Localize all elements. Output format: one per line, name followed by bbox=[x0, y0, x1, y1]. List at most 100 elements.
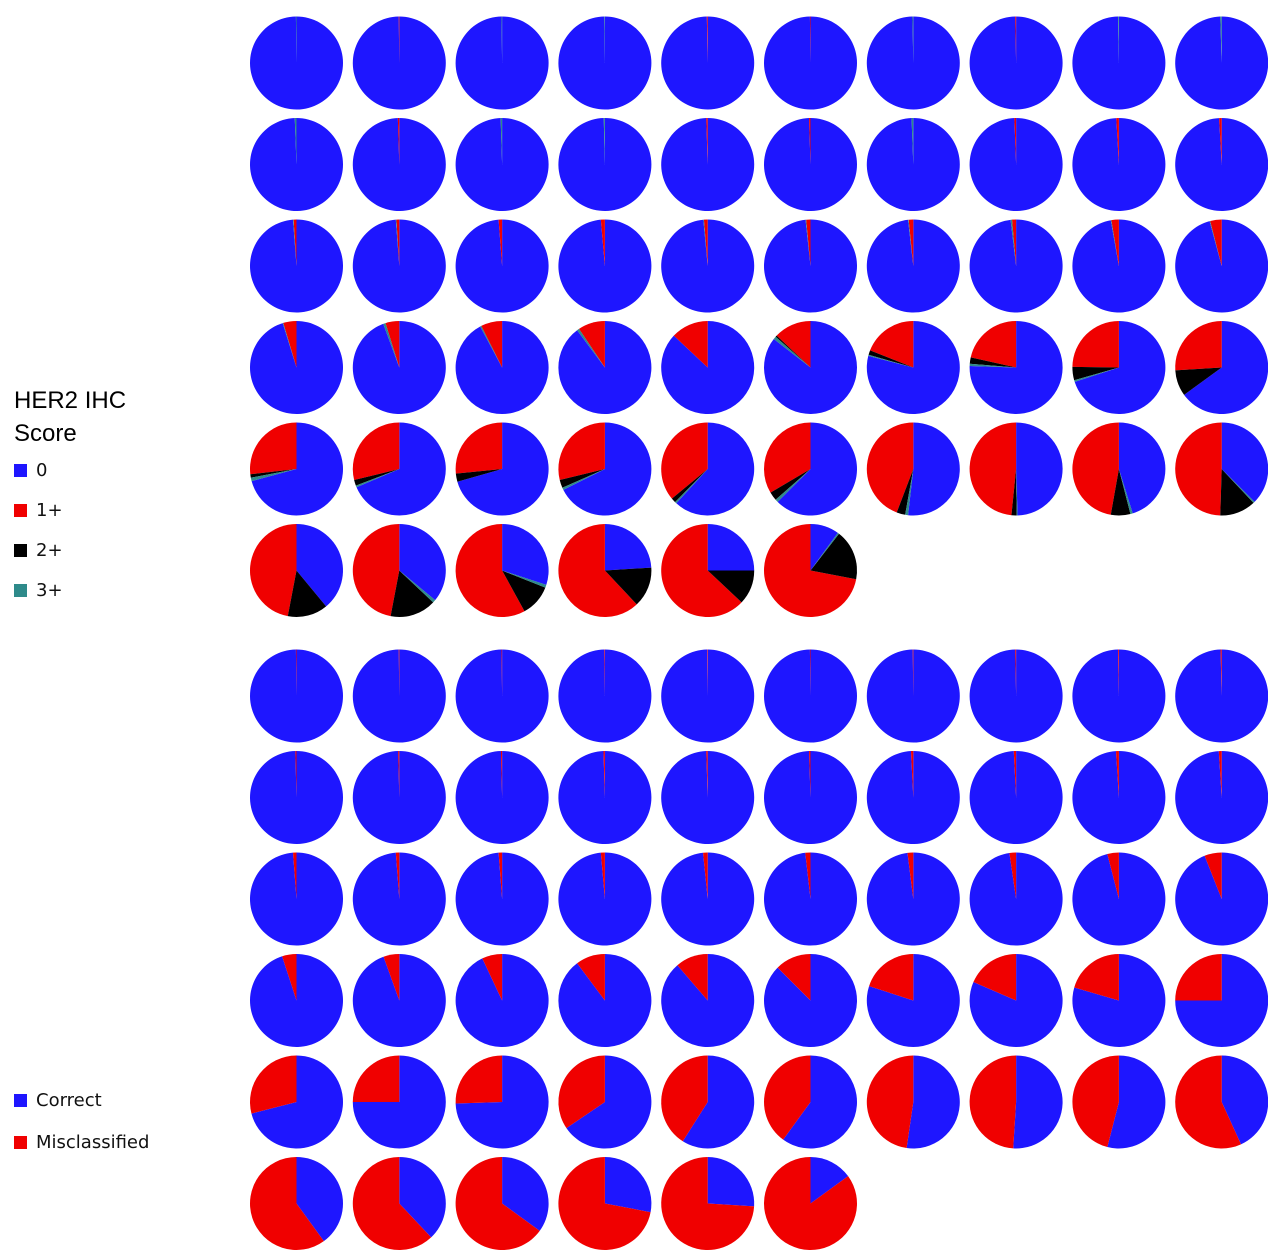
slice-correct bbox=[1072, 751, 1166, 844]
slice-1plus bbox=[673, 321, 708, 368]
pie-accuracy-12 bbox=[352, 751, 446, 844]
slice-2plus bbox=[559, 469, 605, 488]
pie-accuracy-54 bbox=[558, 1157, 652, 1250]
pie-score-53 bbox=[455, 524, 549, 617]
slice-1plus bbox=[706, 16, 708, 63]
slice-0 bbox=[1072, 118, 1166, 211]
pie-accuracy-43 bbox=[455, 1055, 549, 1149]
slice-misclassified bbox=[455, 1157, 540, 1250]
pie-accuracy-29 bbox=[1072, 852, 1166, 946]
slice-misclassified bbox=[907, 852, 914, 899]
slice-1plus bbox=[809, 118, 811, 165]
slice-misclassified bbox=[910, 751, 914, 798]
pie-score-54 bbox=[558, 524, 652, 617]
slice-correct bbox=[558, 649, 652, 743]
pie-score-18 bbox=[969, 118, 1063, 211]
slice-1plus bbox=[1111, 219, 1119, 266]
slice-3plus bbox=[912, 16, 914, 63]
slice-0 bbox=[455, 118, 549, 211]
pie-accuracy-46 bbox=[764, 1055, 858, 1149]
pie-accuracy-47 bbox=[866, 1055, 960, 1149]
legend-label-2plus: 2+ bbox=[36, 539, 63, 561]
slice-misclassified bbox=[398, 751, 400, 798]
pie-score-3 bbox=[455, 16, 549, 110]
slice-3plus bbox=[295, 16, 297, 63]
slice-3plus bbox=[905, 469, 914, 516]
slice-misclassified bbox=[1118, 649, 1119, 696]
slice-0 bbox=[1175, 16, 1268, 110]
pie-accuracy-1 bbox=[250, 649, 344, 743]
slice-0 bbox=[1016, 422, 1063, 516]
pie-score-8 bbox=[969, 16, 1063, 110]
pie-score-51 bbox=[250, 524, 344, 617]
slice-3plus bbox=[773, 336, 811, 368]
slice-misclassified bbox=[282, 954, 297, 1001]
pie-accuracy-26 bbox=[763, 852, 857, 946]
slice-0 bbox=[908, 422, 960, 516]
slice-1plus bbox=[1015, 16, 1017, 63]
slice-correct bbox=[604, 1157, 652, 1213]
slice-0 bbox=[777, 422, 858, 516]
slice-1plus bbox=[1175, 321, 1222, 371]
slice-3plus bbox=[604, 16, 605, 63]
pie-score-27 bbox=[866, 219, 960, 313]
slice-misclassified bbox=[500, 751, 503, 798]
slice-2plus bbox=[502, 570, 546, 612]
slice-2plus bbox=[604, 567, 652, 605]
pie-score-9 bbox=[1072, 16, 1166, 110]
slice-0 bbox=[558, 321, 652, 414]
slice-3plus bbox=[908, 219, 914, 266]
slice-misclassified bbox=[764, 1157, 857, 1250]
pie-score-30 bbox=[1175, 219, 1268, 313]
pie-accuracy-13 bbox=[455, 750, 549, 844]
slice-0 bbox=[1221, 422, 1268, 502]
slice-3plus bbox=[969, 363, 1017, 368]
slice-misclassified bbox=[1220, 649, 1222, 696]
slice-3plus bbox=[282, 322, 297, 368]
slice-1plus bbox=[250, 524, 297, 617]
pie-score-49 bbox=[1072, 422, 1166, 516]
pie-accuracy-52 bbox=[352, 1157, 446, 1250]
slice-correct bbox=[250, 953, 344, 1047]
slice-correct bbox=[455, 954, 549, 1047]
slice-3plus bbox=[603, 118, 605, 165]
slice-0 bbox=[661, 16, 755, 110]
slice-3plus bbox=[1010, 219, 1017, 266]
slice-0 bbox=[250, 118, 344, 211]
slice-3plus bbox=[911, 118, 914, 165]
slice-3plus bbox=[1209, 220, 1222, 266]
pie-accuracy-45 bbox=[661, 1055, 755, 1149]
slice-1plus bbox=[397, 118, 400, 165]
slice-misclassified bbox=[706, 751, 708, 798]
pie-accuracy-32 bbox=[352, 953, 446, 1048]
pie-score-5 bbox=[661, 16, 755, 110]
slice-correct bbox=[764, 751, 858, 844]
accuracy-legend: Correct Misclassified bbox=[14, 1079, 149, 1163]
pie-accuracy-27 bbox=[866, 852, 960, 946]
legend-label-misclassified: Misclassified bbox=[36, 1131, 150, 1153]
slice-misclassified bbox=[498, 852, 503, 899]
slice-0 bbox=[1184, 321, 1268, 414]
slice-correct bbox=[707, 1157, 755, 1207]
slice-misclassified bbox=[600, 852, 605, 899]
pie-score-33 bbox=[455, 321, 549, 414]
slice-misclassified bbox=[249, 1055, 297, 1114]
pie-score-56 bbox=[763, 524, 857, 618]
slice-1plus bbox=[970, 321, 1017, 368]
slice-0 bbox=[455, 16, 549, 110]
pie-accuracy-41 bbox=[249, 1055, 343, 1149]
pie-accuracy-6 bbox=[764, 649, 858, 743]
slice-1plus bbox=[385, 321, 400, 368]
pie-accuracy-5 bbox=[661, 649, 755, 743]
slice-0 bbox=[250, 16, 344, 110]
slice-2plus bbox=[770, 469, 811, 500]
slice-correct bbox=[296, 1157, 343, 1242]
slice-misclassified bbox=[661, 1055, 708, 1142]
slice-3plus bbox=[250, 469, 297, 482]
slice-2plus bbox=[354, 469, 400, 486]
slice-correct bbox=[455, 1055, 549, 1149]
slice-1plus bbox=[661, 422, 708, 499]
pie-score-4 bbox=[558, 16, 652, 110]
pie-score-25 bbox=[661, 219, 755, 313]
slice-3plus bbox=[810, 532, 840, 571]
